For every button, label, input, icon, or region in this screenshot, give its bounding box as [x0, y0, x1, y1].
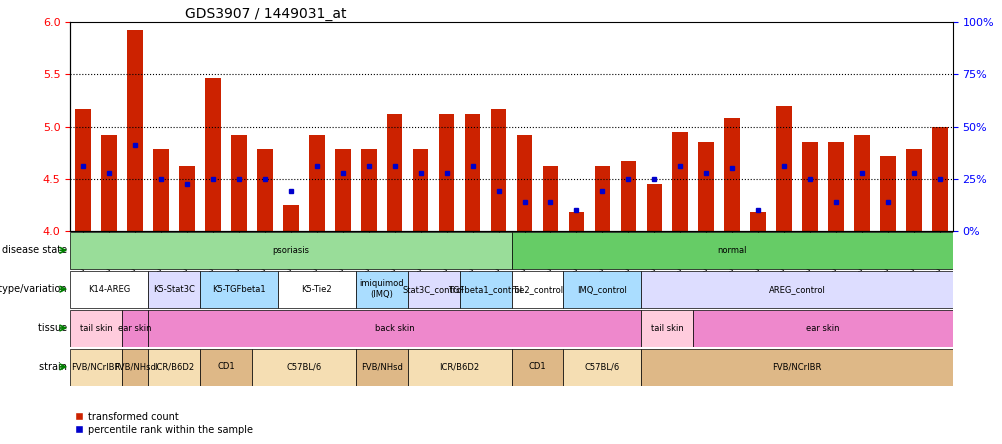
Text: K5-Tie2: K5-Tie2	[302, 285, 332, 293]
Bar	[464, 114, 480, 231]
Bar	[309, 135, 325, 231]
FancyBboxPatch shape	[459, 271, 511, 308]
FancyBboxPatch shape	[70, 349, 122, 385]
Bar	[697, 142, 713, 231]
Bar	[439, 114, 454, 231]
Bar	[802, 142, 817, 231]
FancyBboxPatch shape	[70, 233, 511, 269]
Bar	[387, 114, 402, 231]
Text: ICR/B6D2: ICR/B6D2	[439, 362, 479, 371]
Text: AREG_control: AREG_control	[768, 285, 825, 293]
Bar	[905, 150, 921, 231]
Text: GDS3907 / 1449031_at: GDS3907 / 1449031_at	[184, 7, 346, 21]
Text: FVB/NHsd: FVB/NHsd	[361, 362, 402, 371]
Bar	[230, 135, 246, 231]
Bar	[646, 184, 661, 231]
Bar	[931, 127, 947, 231]
FancyBboxPatch shape	[692, 310, 952, 347]
Text: C57BL/6: C57BL/6	[584, 362, 619, 371]
FancyBboxPatch shape	[563, 349, 640, 385]
Text: TGFbeta1_control: TGFbeta1_control	[448, 285, 522, 293]
Bar	[257, 150, 273, 231]
Text: K5-TGFbeta1: K5-TGFbeta1	[212, 285, 266, 293]
Text: FVB/NCrIBR: FVB/NCrIBR	[772, 362, 821, 371]
FancyBboxPatch shape	[563, 271, 640, 308]
Text: strain: strain	[39, 362, 70, 372]
Text: IMQ_control: IMQ_control	[577, 285, 626, 293]
Bar	[283, 205, 299, 231]
Bar	[516, 135, 532, 231]
Text: disease state: disease state	[2, 245, 70, 255]
Text: normal: normal	[716, 246, 746, 255]
Text: K5-Stat3C: K5-Stat3C	[153, 285, 194, 293]
Text: imiquimod
(IMQ): imiquimod (IMQ)	[359, 279, 404, 299]
Text: genotype/variation: genotype/variation	[0, 284, 70, 294]
Bar	[749, 212, 766, 231]
FancyBboxPatch shape	[122, 349, 148, 385]
Bar	[127, 29, 142, 231]
Bar	[723, 118, 739, 231]
Text: Stat3C_control: Stat3C_control	[403, 285, 464, 293]
FancyBboxPatch shape	[199, 271, 278, 308]
Text: tail skin: tail skin	[80, 324, 112, 333]
Bar	[828, 142, 843, 231]
FancyBboxPatch shape	[511, 271, 563, 308]
FancyBboxPatch shape	[407, 349, 511, 385]
Text: FVB/NHsd: FVB/NHsd	[114, 362, 156, 371]
Bar	[542, 166, 558, 231]
FancyBboxPatch shape	[356, 271, 407, 308]
Text: ear skin: ear skin	[806, 324, 839, 333]
Text: back skin: back skin	[375, 324, 414, 333]
FancyBboxPatch shape	[278, 271, 356, 308]
Text: tail skin: tail skin	[650, 324, 683, 333]
Bar	[594, 166, 609, 231]
Bar	[205, 78, 220, 231]
Bar	[620, 161, 635, 231]
Bar	[854, 135, 869, 231]
Legend: transformed count, percentile rank within the sample: transformed count, percentile rank withi…	[75, 412, 253, 435]
Text: CD1: CD1	[528, 362, 546, 371]
Text: ICR/B6D2: ICR/B6D2	[154, 362, 194, 371]
Text: K14-AREG: K14-AREG	[88, 285, 130, 293]
Bar	[880, 156, 895, 231]
Text: CD1: CD1	[217, 362, 234, 371]
FancyBboxPatch shape	[511, 349, 563, 385]
FancyBboxPatch shape	[511, 233, 952, 269]
Text: Tie2_control: Tie2_control	[511, 285, 562, 293]
Bar	[490, 109, 506, 231]
Bar	[568, 212, 583, 231]
Text: C57BL/6: C57BL/6	[286, 362, 322, 371]
Bar	[179, 166, 194, 231]
Text: tissue: tissue	[38, 323, 70, 333]
FancyBboxPatch shape	[407, 271, 459, 308]
FancyBboxPatch shape	[148, 310, 640, 347]
Text: ear skin: ear skin	[118, 324, 151, 333]
FancyBboxPatch shape	[356, 349, 407, 385]
FancyBboxPatch shape	[122, 310, 148, 347]
Text: psoriasis: psoriasis	[273, 246, 309, 255]
Bar	[413, 150, 428, 231]
FancyBboxPatch shape	[199, 349, 252, 385]
FancyBboxPatch shape	[70, 310, 122, 347]
Bar	[153, 150, 168, 231]
FancyBboxPatch shape	[640, 349, 952, 385]
Text: FVB/NCrIBR: FVB/NCrIBR	[71, 362, 120, 371]
Bar	[101, 135, 117, 231]
FancyBboxPatch shape	[148, 349, 199, 385]
Bar	[361, 150, 376, 231]
FancyBboxPatch shape	[252, 349, 356, 385]
Bar	[776, 106, 792, 231]
Bar	[335, 150, 351, 231]
Bar	[75, 109, 91, 231]
Bar	[671, 132, 687, 231]
FancyBboxPatch shape	[640, 271, 952, 308]
FancyBboxPatch shape	[70, 271, 148, 308]
FancyBboxPatch shape	[640, 310, 692, 347]
FancyBboxPatch shape	[148, 271, 199, 308]
